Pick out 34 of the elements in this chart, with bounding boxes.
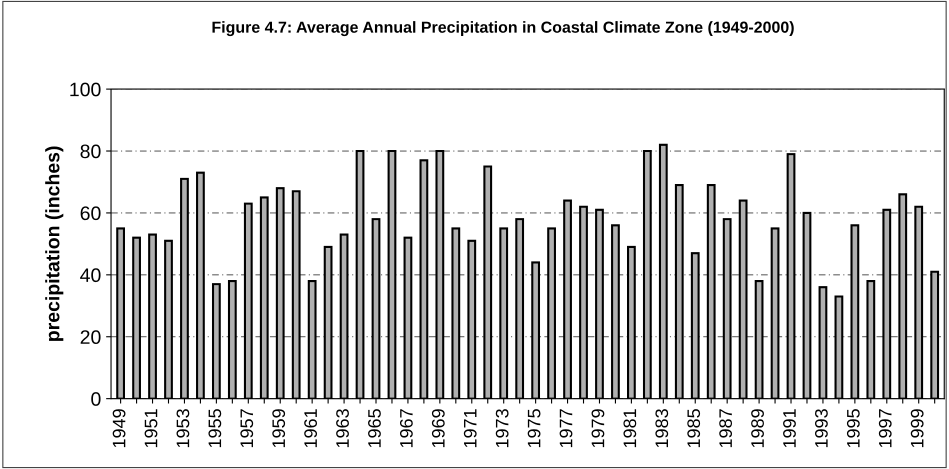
x-tick-label: 1993 [815, 409, 828, 448]
y-tick-label: 80 [80, 144, 101, 158]
x-tick-label: 1987 [719, 409, 732, 448]
x-tick-label: 1995 [846, 409, 860, 448]
x-tick-label: 1999 [910, 409, 924, 448]
y-tick-label: 100 [70, 82, 101, 96]
x-tick-label: 1961 [304, 409, 317, 448]
x-tick-label: 1957 [240, 409, 254, 448]
x-tick-label: 1991 [783, 409, 796, 448]
x-tick-label: 1969 [432, 409, 445, 448]
y-tick-label: 20 [80, 330, 101, 344]
y-tick-label: 0 [91, 392, 101, 406]
y-axis-title: precipitation (inches) [45, 146, 64, 341]
x-tick-label: 1971 [464, 409, 477, 448]
x-tick-label: 1955 [208, 409, 222, 448]
x-tick-label: 1975 [528, 409, 540, 448]
x-tick-label: 1953 [176, 409, 190, 448]
y-tick-label: 60 [80, 206, 101, 220]
x-tick-label: 1997 [878, 409, 892, 448]
x-tick-label: 1965 [368, 409, 381, 448]
x-tick-label: 1967 [400, 409, 413, 448]
x-tick-label: 1959 [272, 409, 286, 448]
x-tick-label: 1963 [336, 409, 349, 448]
x-tick-label: 1985 [687, 409, 700, 448]
x-tick-label: 1979 [592, 409, 604, 448]
x-tick-label: 1981 [623, 409, 636, 448]
x-tick-label: 1973 [496, 409, 509, 448]
y-tick-label: 40 [80, 268, 101, 282]
x-tick-label: 1949 [112, 409, 126, 448]
x-tick-label: 1977 [560, 409, 572, 448]
chart-title: Figure 4.7: Average Annual Precipitation in Coastal Climate Zone (1949-2000) [212, 21, 794, 36]
x-tick-label: 1951 [144, 409, 158, 448]
x-tick-label: 1983 [655, 409, 668, 448]
x-tick-label: 1989 [751, 409, 764, 448]
